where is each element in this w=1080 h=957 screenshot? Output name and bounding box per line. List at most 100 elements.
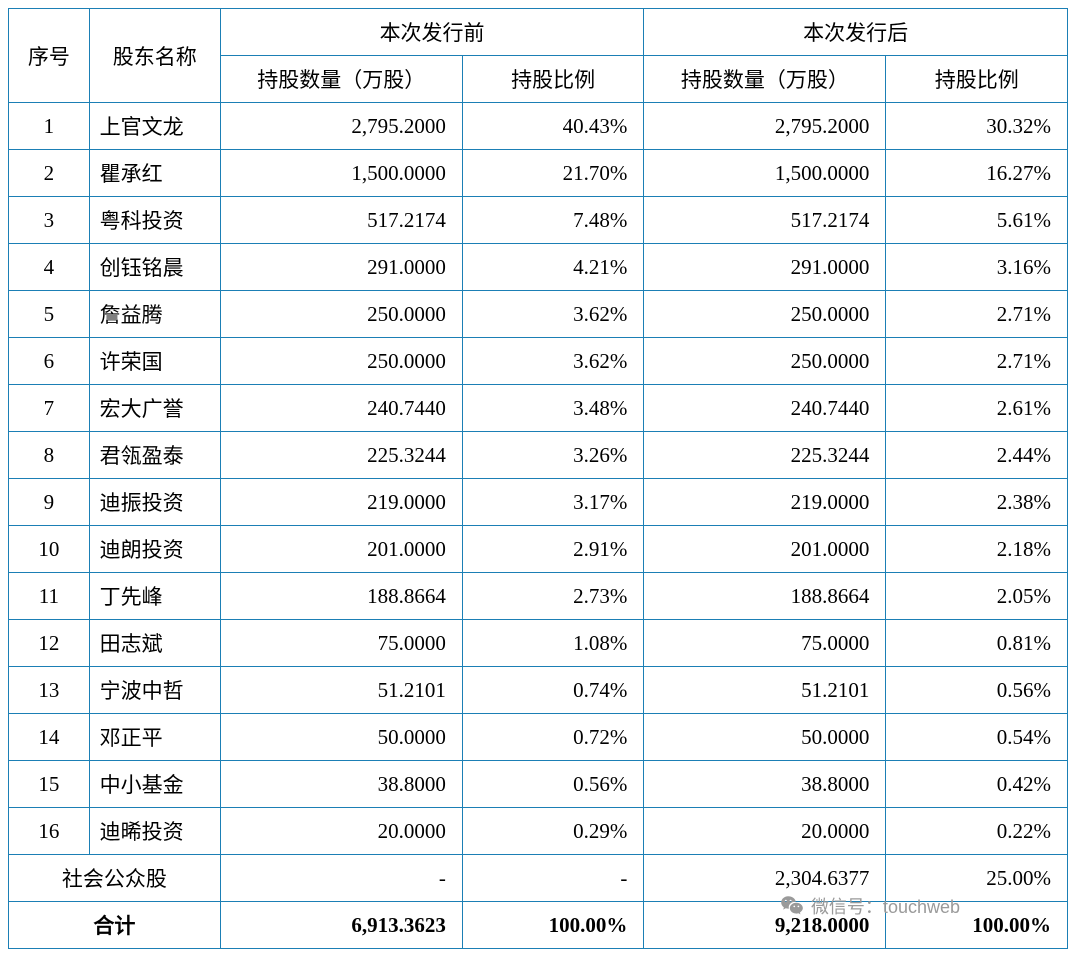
cell-name: 宁波中哲: [89, 667, 220, 714]
cell-before-qty: 291.0000: [220, 244, 462, 291]
cell-name: 瞿承红: [89, 150, 220, 197]
table-row: 5詹益腾250.00003.62%250.00002.71%: [9, 291, 1068, 338]
cell-after-qty: 188.8664: [644, 573, 886, 620]
table-row: 14邓正平50.00000.72%50.00000.54%: [9, 714, 1068, 761]
cell-name: 迪振投资: [89, 479, 220, 526]
table-row: 10迪朗投资201.00002.91%201.00002.18%: [9, 526, 1068, 573]
cell-name: 中小基金: [89, 761, 220, 808]
cell-after-pct: 2.44%: [886, 432, 1068, 479]
cell-before-qty: 38.8000: [220, 761, 462, 808]
cell-after-qty: 219.0000: [644, 479, 886, 526]
cell-after-pct: 2.18%: [886, 526, 1068, 573]
cell-index: 11: [9, 573, 90, 620]
cell-before-qty: 201.0000: [220, 526, 462, 573]
cell-after-pct: 5.61%: [886, 197, 1068, 244]
cell-after-pct: 0.56%: [886, 667, 1068, 714]
cell-name: 创钰铭晨: [89, 244, 220, 291]
cell-after-qty: 240.7440: [644, 385, 886, 432]
cell-name: 丁先峰: [89, 573, 220, 620]
cell-before-qty: 240.7440: [220, 385, 462, 432]
total-before-qty: 6,913.3623: [220, 902, 462, 949]
cell-name: 邓正平: [89, 714, 220, 761]
cell-after-pct: 2.71%: [886, 291, 1068, 338]
table-row: 4创钰铭晨291.00004.21%291.00003.16%: [9, 244, 1068, 291]
cell-index: 9: [9, 479, 90, 526]
cell-after-qty: 1,500.0000: [644, 150, 886, 197]
cell-index: 7: [9, 385, 90, 432]
total-after-pct: 100.00%: [886, 902, 1068, 949]
cell-index: 5: [9, 291, 90, 338]
cell-index: 4: [9, 244, 90, 291]
cell-index: 15: [9, 761, 90, 808]
table-row: 15中小基金38.80000.56%38.80000.42%: [9, 761, 1068, 808]
cell-after-pct: 0.42%: [886, 761, 1068, 808]
cell-before-qty: 250.0000: [220, 291, 462, 338]
cell-before-pct: 0.74%: [462, 667, 644, 714]
table-row: 16迪晞投资20.00000.29%20.00000.22%: [9, 808, 1068, 855]
cell-name: 君瓴盈泰: [89, 432, 220, 479]
cell-after-qty: 51.2101: [644, 667, 886, 714]
cell-index: 8: [9, 432, 90, 479]
cell-after-pct: 16.27%: [886, 150, 1068, 197]
total-before-pct: 100.00%: [462, 902, 644, 949]
cell-after-qty: 38.8000: [644, 761, 886, 808]
cell-after-qty: 20.0000: [644, 808, 886, 855]
cell-name: 粤科投资: [89, 197, 220, 244]
cell-before-pct: 2.91%: [462, 526, 644, 573]
cell-after-qty: 201.0000: [644, 526, 886, 573]
cell-before-pct: 3.26%: [462, 432, 644, 479]
cell-before-pct: 3.62%: [462, 338, 644, 385]
col-header-before-pct: 持股比例: [462, 56, 644, 103]
table-row: 7宏大广誉240.74403.48%240.74402.61%: [9, 385, 1068, 432]
cell-index: 6: [9, 338, 90, 385]
cell-index: 16: [9, 808, 90, 855]
cell-before-qty: 250.0000: [220, 338, 462, 385]
cell-after-qty: 250.0000: [644, 291, 886, 338]
table-row: 12田志斌75.00001.08%75.00000.81%: [9, 620, 1068, 667]
cell-name: 许荣国: [89, 338, 220, 385]
public-after-pct: 25.00%: [886, 855, 1068, 902]
cell-before-pct: 3.17%: [462, 479, 644, 526]
cell-before-pct: 0.29%: [462, 808, 644, 855]
cell-name: 田志斌: [89, 620, 220, 667]
cell-before-pct: 0.72%: [462, 714, 644, 761]
shareholder-table: 序号 股东名称 本次发行前 本次发行后 持股数量（万股） 持股比例 持股数量（万…: [8, 8, 1068, 949]
col-header-after-pct: 持股比例: [886, 56, 1068, 103]
cell-after-qty: 291.0000: [644, 244, 886, 291]
col-header-before-qty: 持股数量（万股）: [220, 56, 462, 103]
cell-index: 2: [9, 150, 90, 197]
cell-before-qty: 517.2174: [220, 197, 462, 244]
table-row: 11丁先峰188.86642.73%188.86642.05%: [9, 573, 1068, 620]
cell-after-qty: 225.3244: [644, 432, 886, 479]
cell-before-pct: 7.48%: [462, 197, 644, 244]
cell-before-pct: 1.08%: [462, 620, 644, 667]
cell-before-qty: 51.2101: [220, 667, 462, 714]
cell-before-pct: 21.70%: [462, 150, 644, 197]
cell-after-qty: 75.0000: [644, 620, 886, 667]
public-before-qty: -: [220, 855, 462, 902]
cell-after-pct: 2.61%: [886, 385, 1068, 432]
cell-before-qty: 188.8664: [220, 573, 462, 620]
public-before-pct: -: [462, 855, 644, 902]
cell-before-qty: 219.0000: [220, 479, 462, 526]
col-header-index: 序号: [9, 9, 90, 103]
cell-after-qty: 517.2174: [644, 197, 886, 244]
cell-before-qty: 2,795.2000: [220, 103, 462, 150]
cell-after-pct: 0.81%: [886, 620, 1068, 667]
cell-before-qty: 20.0000: [220, 808, 462, 855]
cell-after-pct: 30.32%: [886, 103, 1068, 150]
cell-name: 迪朗投资: [89, 526, 220, 573]
cell-index: 14: [9, 714, 90, 761]
col-header-group-after: 本次发行后: [644, 9, 1068, 56]
cell-name: 上官文龙: [89, 103, 220, 150]
cell-before-qty: 225.3244: [220, 432, 462, 479]
table-row: 13宁波中哲51.21010.74%51.21010.56%: [9, 667, 1068, 714]
public-shares-label: 社会公众股: [9, 855, 221, 902]
total-label: 合计: [9, 902, 221, 949]
cell-before-pct: 40.43%: [462, 103, 644, 150]
cell-after-pct: 2.71%: [886, 338, 1068, 385]
cell-name: 宏大广誉: [89, 385, 220, 432]
table-row: 8君瓴盈泰225.32443.26%225.32442.44%: [9, 432, 1068, 479]
cell-after-pct: 2.05%: [886, 573, 1068, 620]
cell-after-qty: 2,795.2000: [644, 103, 886, 150]
